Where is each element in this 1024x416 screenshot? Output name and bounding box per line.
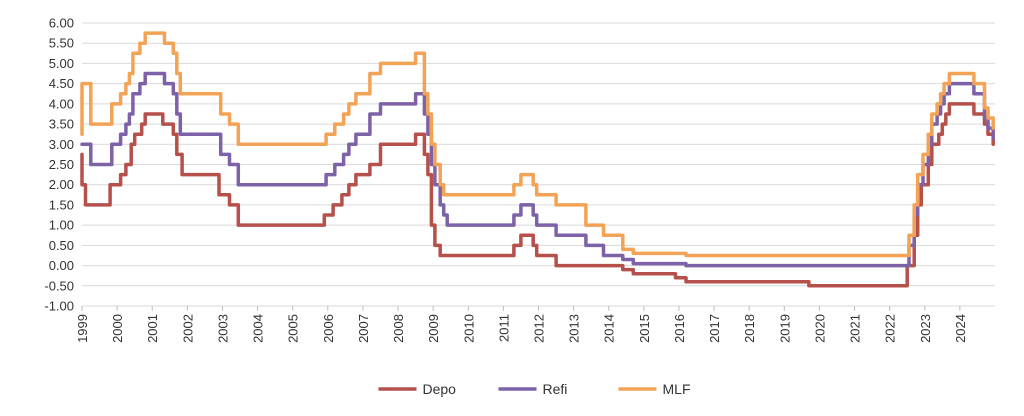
- y-tick-label: 5.00: [49, 56, 74, 71]
- x-tick-label: 1999: [75, 314, 90, 343]
- legend-label: Depo: [423, 381, 457, 397]
- y-axis-ticks: 6.00 5.50 5.00 4.50 4.00 3.50 3.00 2.50 2.00 1.50…: [44, 16, 74, 314]
- series-lines: [80, 31, 995, 288]
- x-tick-label: 2017: [707, 314, 722, 343]
- x-tick-label: 2008: [391, 314, 406, 343]
- x-tick-label: 2003: [215, 314, 230, 343]
- y-tick-label: 2.50: [49, 157, 74, 172]
- x-tick-label: 2009: [426, 314, 441, 343]
- y-tick-label: 0.00: [49, 258, 74, 273]
- x-tick-label: 2016: [672, 314, 687, 343]
- legend-label: Refi: [543, 381, 568, 397]
- y-tick-label: 1.50: [49, 197, 74, 212]
- x-tick-label: 2021: [848, 314, 863, 343]
- y-tick-label: 6.00: [49, 16, 74, 31]
- x-tick-label: 2006: [321, 314, 336, 343]
- x-tick-label: 2001: [145, 314, 160, 343]
- x-tick-label: 2004: [251, 314, 266, 343]
- x-tick-label: 2002: [180, 314, 195, 343]
- y-tick-label: 4.00: [49, 96, 74, 111]
- series-line-refi: [80, 71, 995, 268]
- y-tick-label: 0.50: [49, 238, 74, 253]
- x-tick-label: 2014: [602, 314, 617, 343]
- legend-item-depo: Depo: [378, 381, 457, 397]
- x-tick-label: 2012: [532, 314, 547, 343]
- x-tick-label: 2019: [777, 314, 792, 343]
- y-tick-label: 2.00: [49, 177, 74, 192]
- x-tick-label: 2018: [742, 314, 757, 343]
- x-tick-label: 2011: [496, 314, 511, 342]
- gridlines: [82, 22, 995, 307]
- y-tick-label: 4.50: [49, 76, 74, 91]
- y-tick-label: 5.50: [49, 36, 74, 51]
- x-tick-label: 2020: [812, 314, 827, 343]
- x-tick-label: 2005: [286, 314, 301, 343]
- x-tick-label: 2010: [461, 314, 476, 343]
- x-tick-label: 2015: [637, 314, 652, 343]
- legend: Depo Refi MLF: [378, 381, 691, 397]
- series-line-mlf: [80, 31, 995, 258]
- y-tick-label: 1.00: [49, 218, 74, 233]
- legend-label: MLF: [663, 381, 691, 397]
- x-tick-label: 2000: [110, 314, 125, 343]
- x-tick-label: 2007: [356, 314, 371, 343]
- x-tick-label: 2023: [918, 314, 933, 343]
- y-tick-label: 3.00: [49, 137, 74, 152]
- x-tick-label: 2022: [883, 314, 898, 343]
- x-axis-ticks: 1999 2000 2001 2002 2003 2004 2005 2006 2007 2008…: [75, 306, 968, 343]
- legend-item-mlf: MLF: [618, 381, 691, 397]
- legend-item-refi: Refi: [498, 381, 568, 397]
- x-tick-label: 2024: [953, 314, 968, 343]
- y-tick-label: 3.50: [49, 117, 74, 132]
- y-tick-label: -1.00: [44, 299, 74, 314]
- y-tick-label: -0.50: [44, 278, 74, 293]
- x-tick-label: 2013: [567, 314, 582, 343]
